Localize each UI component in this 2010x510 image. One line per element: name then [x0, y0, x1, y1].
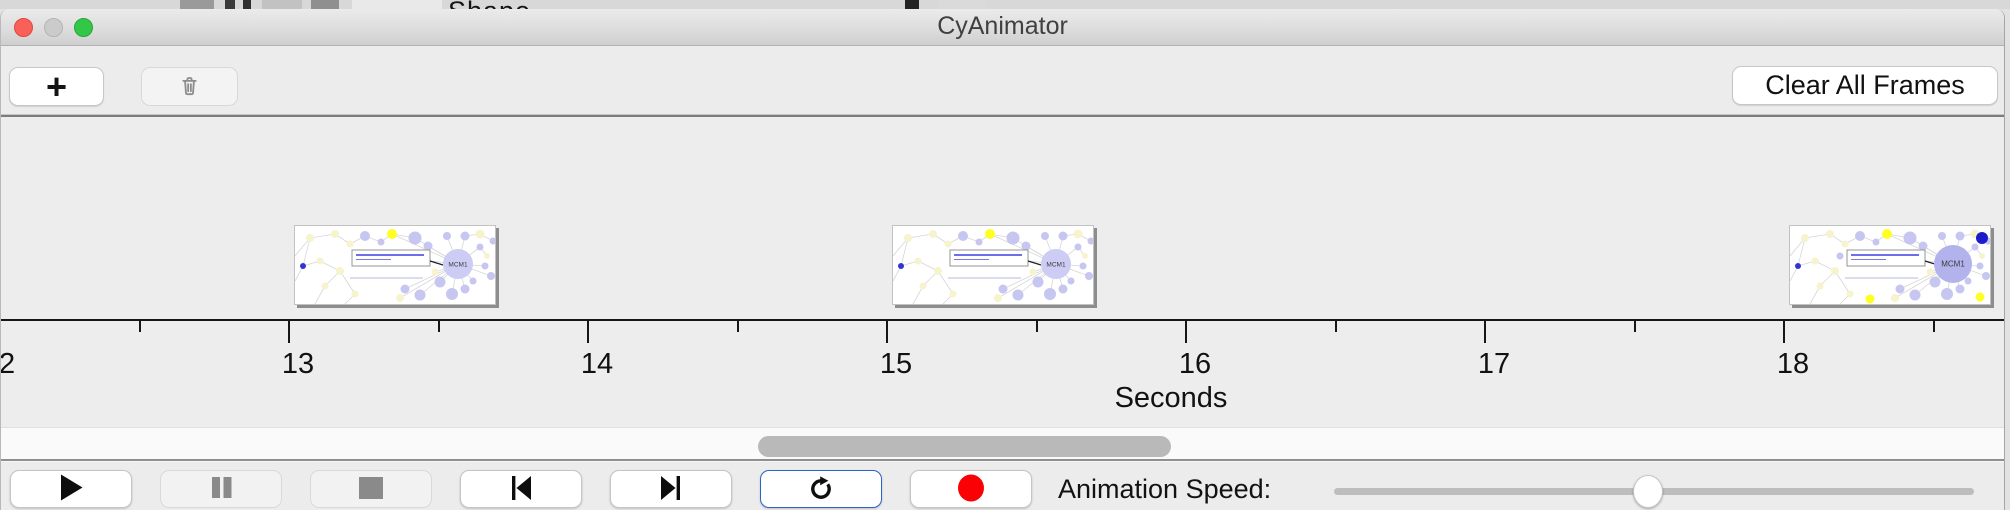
axis-major-tick	[587, 321, 589, 343]
playback-control-bar: Animation Speed:	[1, 459, 2004, 510]
axis-tick-label: 14	[580, 348, 614, 380]
axis-tick-label: 16	[1178, 348, 1212, 380]
background-fragment	[938, 0, 986, 9]
stop-icon	[359, 476, 383, 502]
timeline-scrollbar-track[interactable]	[1, 427, 2004, 459]
toolbar-divider	[1, 114, 2004, 117]
play-icon	[60, 474, 83, 504]
pause-icon	[209, 477, 234, 501]
timeline-panel[interactable]: MCM1 MCM1 MCM1 12 13 14 15 16 17 18 Seconds	[1, 117, 2004, 427]
skip-start-icon	[508, 475, 534, 504]
skip-end-button[interactable]	[610, 470, 732, 508]
skip-end-icon	[658, 475, 684, 504]
axis-minor-tick	[736, 321, 739, 332]
close-button[interactable]	[14, 18, 33, 37]
frame-thumbnail[interactable]: MCM1	[294, 225, 496, 305]
axis-minor-tick	[1633, 321, 1636, 332]
axis-minor-tick	[1932, 321, 1935, 332]
background-fragment	[262, 0, 302, 9]
loop-icon	[807, 474, 835, 505]
background-fragment	[225, 0, 235, 9]
background-fragment	[243, 0, 251, 9]
svg-text:MCM1: MCM1	[1046, 262, 1066, 269]
delete-frame-button[interactable]	[141, 67, 238, 106]
pause-button[interactable]	[160, 470, 282, 508]
zoom-button[interactable]	[74, 18, 93, 37]
background-app-strip: Shape	[0, 0, 2010, 9]
toolbar: + Clear All Frames	[1, 46, 2004, 114]
background-peek-text: Shape	[448, 0, 531, 9]
axis-tick-label: 12	[1, 348, 39, 381]
record-icon	[957, 474, 985, 505]
axis-tick-label: 13	[281, 348, 315, 380]
stop-button[interactable]	[310, 470, 432, 508]
background-fragment	[352, 0, 442, 9]
minimize-button	[44, 18, 63, 37]
slider-thumb[interactable]	[1632, 475, 1663, 508]
window-title: CyAnimator	[937, 12, 1068, 40]
svg-text:MCM1: MCM1	[448, 262, 468, 269]
axis-minor-tick	[437, 321, 440, 332]
scrollbar-thumb[interactable]	[758, 436, 1171, 457]
clear-all-frames-button[interactable]: Clear All Frames	[1732, 66, 1998, 105]
axis-tick-label: 15	[879, 348, 913, 380]
trash-icon	[176, 72, 203, 102]
loop-button[interactable]	[760, 470, 882, 508]
axis-major-tick	[288, 321, 290, 343]
axis-tick-label: 17	[1477, 348, 1511, 380]
svg-text:MCM1: MCM1	[1941, 260, 1965, 269]
background-fragment	[180, 0, 214, 9]
axis-minor-tick	[138, 321, 141, 332]
axis-minor-tick	[1035, 321, 1038, 332]
axis-unit-label: Seconds	[1114, 382, 1228, 414]
cyanimator-window: CyAnimator + Clear All Frames	[0, 9, 2005, 510]
axis-minor-tick	[1334, 321, 1337, 332]
axis-major-tick	[886, 321, 888, 343]
play-button[interactable]	[10, 470, 132, 508]
timeline-axis	[1, 319, 2004, 321]
axis-major-tick	[1185, 321, 1187, 343]
title-bar[interactable]: CyAnimator	[1, 9, 2004, 46]
animation-speed-label: Animation Speed:	[1058, 474, 1272, 504]
background-fragment	[311, 0, 339, 9]
record-button[interactable]	[910, 470, 1032, 508]
frame-thumbnail[interactable]: MCM1	[892, 225, 1094, 305]
axis-tick-label: 18	[1776, 348, 1810, 380]
frame-thumbnail[interactable]: MCM1	[1789, 225, 1991, 305]
axis-major-tick	[1484, 321, 1486, 343]
axis-major-tick	[1783, 321, 1785, 343]
skip-start-button[interactable]	[460, 470, 582, 508]
add-frame-button[interactable]: +	[9, 67, 104, 106]
background-fragment	[905, 0, 919, 9]
traffic-lights	[14, 18, 93, 37]
